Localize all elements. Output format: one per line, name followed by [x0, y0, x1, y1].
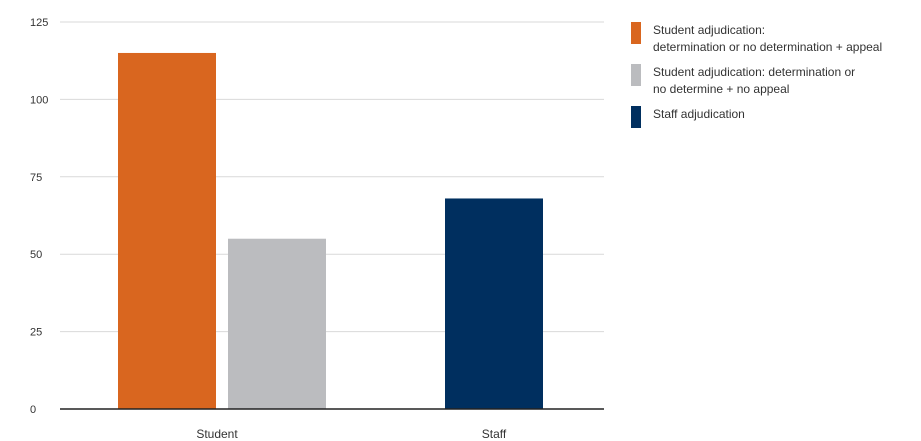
- bar-staff-series-2: [445, 198, 543, 409]
- bar-student-series-1: [228, 238, 326, 409]
- y-tick-label-75: 75: [30, 172, 42, 184]
- legend-item-staff: Staff adjudication: [631, 106, 921, 128]
- legend-swatch-staff: [631, 106, 641, 128]
- x-tick-label-staff: Staff: [482, 427, 507, 441]
- legend: Student adjudication: determination or n…: [631, 22, 921, 136]
- y-tick-label-50: 50: [30, 249, 42, 261]
- legend-label-student-appeal: Student adjudication: determination or n…: [653, 23, 883, 54]
- y-tick-label-100: 100: [30, 94, 48, 106]
- legend-swatch-student-no-appeal: [631, 64, 641, 86]
- legend-label-staff: Staff adjudication: [653, 107, 745, 121]
- y-tick-label-0: 0: [30, 404, 36, 416]
- x-tick-label-student: Student: [196, 427, 238, 441]
- bar-student-series-0: [118, 52, 216, 410]
- y-tick-label-25: 25: [30, 327, 42, 339]
- y-tick-label-125: 125: [30, 17, 48, 29]
- legend-item-student-no-appeal: Student adjudication: determination or n…: [631, 64, 921, 98]
- legend-item-student-appeal: Student adjudication: determination or n…: [631, 22, 921, 56]
- legend-label-student-no-appeal: Student adjudication: determination or n…: [653, 65, 856, 96]
- legend-swatch-student-appeal: [631, 22, 641, 44]
